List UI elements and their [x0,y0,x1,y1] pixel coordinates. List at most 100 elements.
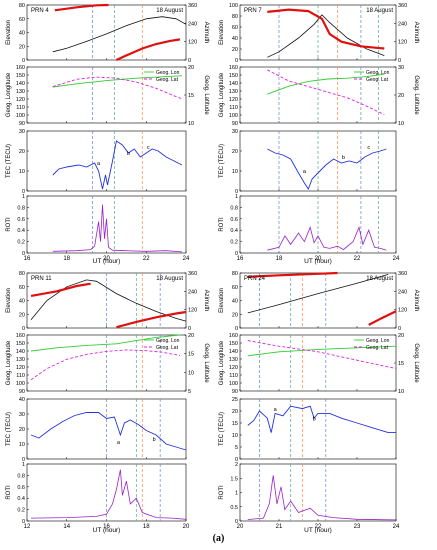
y-tick-label: 0.2 [230,240,238,246]
y-tick-label: 20 [19,44,25,50]
plot-frame [239,463,397,522]
x-tick-label: 20 [183,524,190,530]
plot-frame [26,463,187,522]
y2-tick-label: 360 [398,3,407,9]
y-tick-label: 160 [229,333,238,339]
y-tick-label: 0.4 [230,228,238,234]
tec-event-label: b [127,151,130,157]
y-tick-label: 10 [19,169,25,175]
y-tick-label: 60 [232,285,238,291]
y2-tick-label: 20 [188,333,194,339]
y-axis-label: TEC (TECU) [219,412,225,446]
y2-tick-label: 120 [398,40,407,46]
y-tick-label: 120 [16,365,25,371]
y-tick-label: 120 [229,97,238,103]
y-tick-label: 20 [19,312,25,318]
x-tick-label: 22 [354,256,361,262]
y2-tick-label: 120 [188,308,197,314]
azimuth-line [30,282,91,297]
x-tick-label: 20 [315,256,322,262]
azimuth-line [116,310,187,329]
y2-tick-label: 20 [188,65,194,71]
longitude-line [30,334,181,352]
y2-axis-label: Geog. Latitude [203,343,209,383]
legend-label-lat: Geog. Lat [156,77,179,83]
y-tick-label: 2 [235,462,238,468]
x-tick-label: 20 [103,256,110,262]
y-tick-label: 40 [19,397,25,403]
y-tick-label: 80 [232,271,238,277]
y-tick-label: 0.5 [230,505,238,511]
y-tick-label: 150 [16,341,25,347]
date-label: 18 August [156,276,183,282]
y-tick-label: 130 [16,357,25,363]
y-tick-label: 140 [229,349,238,355]
tec-line [30,412,187,451]
y-tick-label: 20 [19,149,25,155]
y-axis-label: TEC (TECU) [6,144,12,178]
y-tick-label: 120 [16,97,25,103]
y-axis-label: ROTI [6,217,12,232]
x-tick-label: 23 [354,524,361,530]
y-tick-label: 80 [232,14,238,20]
plot-frame [239,398,397,460]
x-tick-label: 24 [393,256,400,262]
y-axis-label: ROTI [219,485,225,500]
y-tick-label: 100 [16,381,25,387]
tec-event-label: a [274,407,278,413]
y-tick-label: 0 [235,189,238,195]
y-axis-label: TEC (TECU) [219,144,225,178]
plot-frame [239,195,397,254]
y-tick-label: 0 [22,58,25,64]
y-tick-label: 150 [16,73,25,79]
y2-tick-label: 15 [188,352,194,358]
y2-tick-label: 120 [398,308,407,314]
y-tick-label: 40 [19,299,25,305]
y-tick-label: 0 [235,326,238,332]
x-axis-label: UT (hour) [93,258,121,265]
x-tick-label: 22 [315,524,322,530]
y-axis-label: TEC (TECU) [6,412,12,446]
y-axis-label: Geog. Longitude [6,72,12,117]
y2-tick-label: 360 [188,271,197,277]
y-tick-label: 0 [235,58,238,64]
y2-axis-label: Geog. Latitude [413,75,419,115]
tec-event-label: c [367,145,370,151]
y-tick-label: 120 [229,365,238,371]
x-axis-label: UT (hour) [304,258,332,265]
x-tick-label: 24 [393,524,400,530]
y-tick-label: 15 [232,421,238,427]
y2-tick-label: 0 [398,326,401,332]
elevation-line [247,274,389,314]
y-tick-label: 90 [232,389,238,395]
y-tick-label: 20 [19,427,25,433]
y-tick-label: 100 [229,381,238,387]
x-tick-label: 16 [237,256,244,262]
y-tick-label: 1.5 [230,476,238,482]
y2-tick-label: 0 [188,58,191,64]
longitude-line [267,73,385,95]
x-axis-label: UT (hour) [304,527,332,534]
x-tick-label: 22 [143,256,150,262]
y2-tick-label: 30 [398,65,404,71]
y-tick-label: 0.8 [17,205,25,211]
prn-label: PRN 7 [244,8,262,14]
y-tick-label: 0.6 [230,217,238,223]
tec-event-label: a [117,440,121,446]
tec-event-label: b [153,437,156,443]
azimuth-line [115,38,181,61]
latitude-line [52,76,183,100]
tec-line [267,148,387,190]
y2-tick-label: 10 [188,370,194,376]
legend-label-lat: Geog. Lat [366,345,389,351]
y-tick-label: 60 [19,17,25,23]
y-tick-label: 40 [232,299,238,305]
y2-tick-label: 20 [398,333,404,339]
y-tick-label: 0 [22,326,25,332]
roti-line [52,204,183,253]
plot-frame [26,4,187,61]
y-tick-label: 110 [229,105,238,111]
y-axis-label: Elevation [6,20,12,45]
legend-label-lat: Geog. Lat [156,345,179,351]
y2-tick-label: 10 [188,121,194,127]
